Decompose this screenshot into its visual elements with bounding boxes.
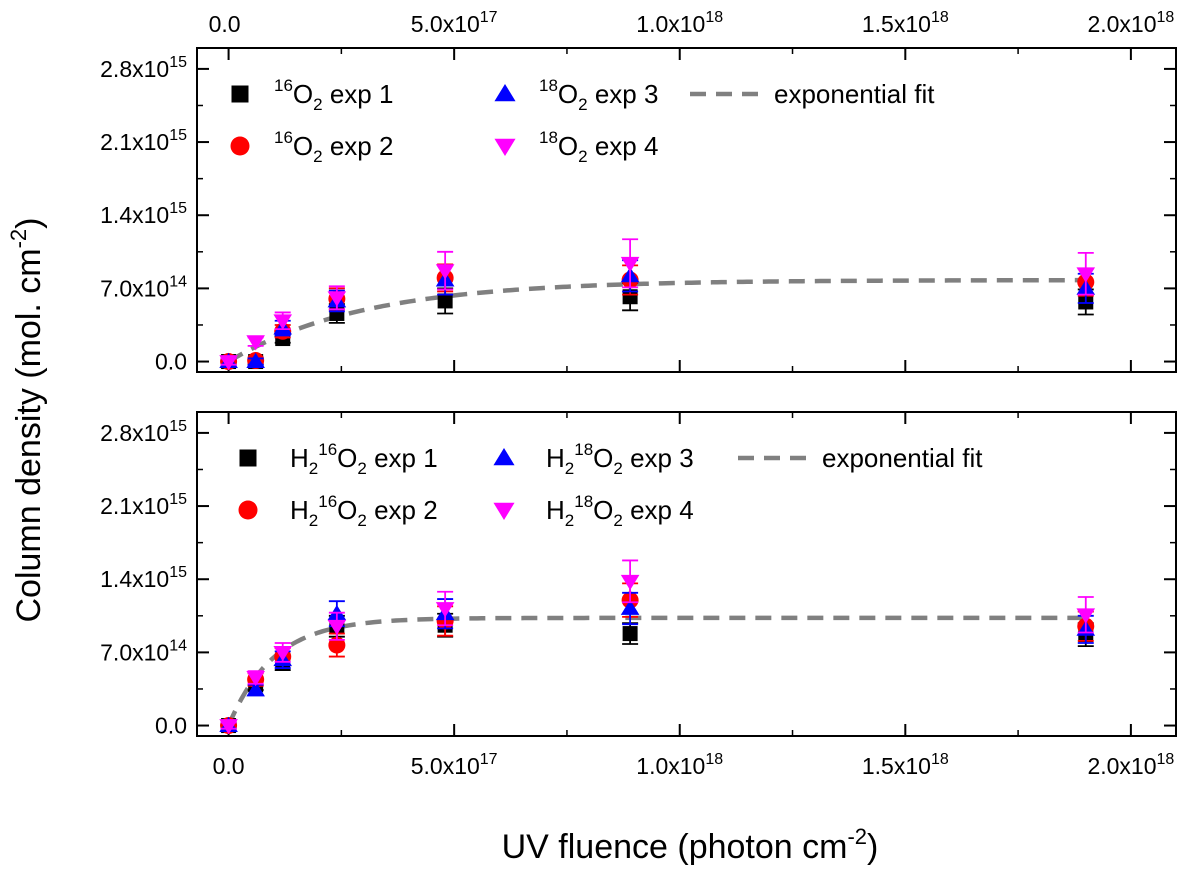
x-tick-label-bottom: 1.0x1018​ [636,751,723,779]
legend-bottom: H216O2 exp 1 H216O2 exp 2 H218O2 exp 3 H218… [238,440,983,530]
data-point [437,293,453,309]
legend-label: H216O2 exp 1 [290,440,438,478]
tick-labels: 0.0 7.0x1014​ 1.4x1015​ 2.1x1015​ 2.8x1015​ 0… [100,9,1174,779]
series-bottom-2 [220,582,1095,735]
legend-label: 16O2 exp 1 [274,76,393,114]
legend-label: H218O2 exp 3 [546,440,694,478]
data-point [246,681,265,697]
axis-ticks [197,48,1176,736]
series-top-2 [220,263,1095,371]
legend-marker [238,500,258,520]
y-tick-label-bottom: 0.0 [155,713,187,739]
y-tick-label-top: 2.1x1015​ [100,127,187,155]
data-point [273,314,293,330]
legend-layer: 16O2 exp 1 16O2 exp 2 18O2 exp 3 18O2 exp 4… [230,76,983,530]
legend-label: 18O2 exp 4 [539,128,658,166]
data-point [219,355,238,371]
x-tick-label-bottom: 0.0 [213,753,245,779]
data-point [327,619,347,636]
panel-frames [196,47,1177,737]
series-bottom-1 [220,612,1094,734]
data-point [246,352,265,368]
legend-label-fit: exponential fit [822,443,983,473]
y-axis-label: Column density (mol. cm-2) [6,218,48,623]
y-tick-label-bottom: 7.0x1014​ [100,637,187,665]
fit-curve-bottom [226,615,1086,727]
data-point [246,671,265,687]
legend-marker [494,83,516,102]
legend-label: 16O2 exp 2 [274,128,393,166]
x-axis-label: UV fluence (photon cm-2) [502,824,879,866]
y-tick-label-top: 7.0x1014​ [100,273,187,301]
data-point [273,645,293,662]
data-point [328,636,346,654]
y-tick-label-top: 0.0 [155,349,187,375]
x-tick-label-top: 2.0x1018​ [1087,9,1174,37]
y-tick-label-top: 1.4x1015​ [100,200,187,228]
series-top-4 [219,238,1096,371]
series-top-1 [220,282,1094,370]
data-point [620,256,640,273]
x-tick-label-top: 1.5x1018​ [862,9,949,37]
x-tick-label-bottom: 1.5x1018​ [862,751,949,779]
data-point [620,599,640,615]
x-tick-label-top: 5.0x1017​ [411,9,498,37]
legend-label-fit: exponential fit [774,79,935,109]
data-point [622,626,638,642]
legend-top: 16O2 exp 1 16O2 exp 2 18O2 exp 3 18O2 exp 4… [230,76,935,166]
data-point [246,335,265,351]
legend-marker [239,449,257,467]
series-bottom-4 [219,559,1096,735]
legend-marker [231,85,249,103]
x-tick-label-top: 1.0x1018​ [636,9,723,37]
data-point [435,264,455,280]
data-layer [219,238,1096,735]
legend-label: H218O2 exp 4 [546,492,694,530]
data-point [219,719,238,735]
legend-marker [493,502,515,521]
x-tick-label-top: 0.0 [209,11,241,37]
y-tick-label-bottom: 1.4x1015​ [100,564,187,592]
y-tick-label-bottom: 2.8x1015​ [100,418,187,446]
legend-marker [493,447,515,466]
y-tick-label-top: 2.8x1015​ [100,54,187,82]
panel-frame-top [196,47,1177,373]
data-point [622,289,638,305]
panel-frame-bottom [196,411,1177,737]
y-tick-label-bottom: 2.1x1015​ [100,491,187,519]
data-point [435,602,455,618]
legend-marker [230,136,250,156]
legend-label: 18O2 exp 3 [539,76,658,114]
data-point [327,291,347,307]
fit-curve-top [227,277,1086,364]
data-point [1076,608,1096,624]
x-tick-label-bottom: 5.0x1017​ [411,751,498,779]
legend-label: H216O2 exp 2 [290,492,438,530]
series-bottom-3 [219,591,1096,732]
legend-marker [494,138,516,157]
x-tick-label-bottom: 2.0x1018​ [1087,751,1174,779]
data-point [620,574,640,591]
data-point [1076,267,1096,283]
